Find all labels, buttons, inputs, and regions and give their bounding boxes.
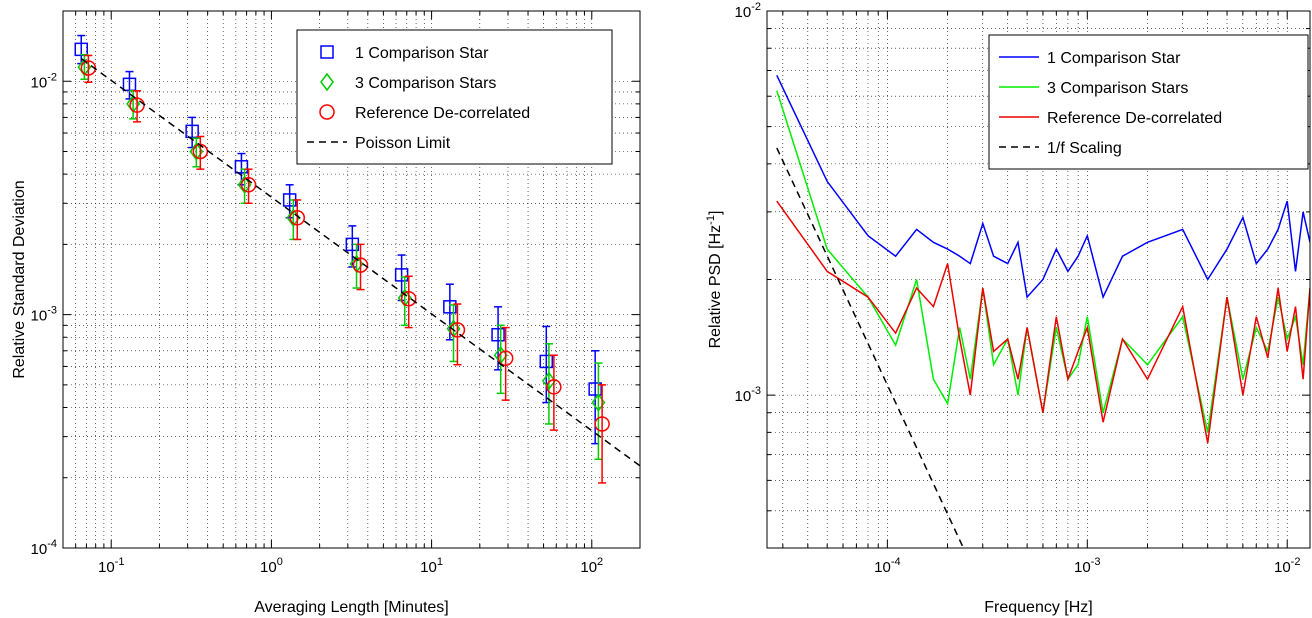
x-tick-base: 10 (580, 559, 597, 576)
y-tick-base: 10 (735, 388, 752, 405)
data-point (352, 257, 369, 273)
data-point (541, 371, 556, 391)
legend-entry: Reference De-correlated (1047, 110, 1222, 127)
y-tick-label: 10-2 (735, 1, 761, 21)
x-tick-base: 10 (98, 559, 115, 576)
x-tick-base: 10 (1074, 559, 1091, 576)
y-tick-exponent: -2 (751, 1, 761, 13)
series-2 (80, 54, 610, 484)
data-point (546, 379, 562, 395)
x-tick-label: 102 (580, 556, 603, 576)
right-chart-ylabel-tail: ] (707, 211, 724, 215)
data-point (491, 327, 505, 342)
y-tick-label: 10-3 (31, 305, 57, 325)
data-point (185, 124, 199, 139)
legend-entry: Poisson Limit (355, 135, 451, 152)
y-tick-exponent: -3 (751, 385, 761, 397)
left-chart-frame (62, 10, 641, 549)
series-3 (776, 147, 965, 548)
right-chart-panel: 10-4 10-3 10-210-310-2 Frequency [Hz] Rela… (705, 1, 1311, 616)
data-point (234, 160, 249, 174)
x-tick-exponent: -1 (115, 556, 125, 568)
x-tick-label: 10-1 (98, 556, 124, 576)
data-point (594, 416, 610, 432)
x-tick-label: 10-4 (874, 556, 900, 576)
right-chart-ylabel: Relative PSD [Hz-1] (705, 211, 724, 349)
data-point (497, 350, 514, 367)
right-chart-ylabel-sup: -1 (705, 215, 717, 225)
y-tick-base: 10 (31, 74, 48, 91)
y-tick-exponent: -3 (47, 305, 57, 317)
data-point (449, 322, 466, 338)
series-2 (776, 200, 1310, 444)
y-tick-label: 10-3 (735, 385, 761, 405)
right-chart-legend: 1 Comparison Star 3 Comparison Stars Refer… (988, 34, 1309, 170)
x-tick-exponent: 2 (597, 556, 603, 568)
data-point (443, 300, 457, 314)
y-tick-base: 10 (31, 308, 48, 325)
x-tick-label: 10-3 (1074, 556, 1100, 576)
x-tick-base: 10 (1274, 559, 1291, 576)
legend-box (296, 29, 613, 165)
y-tick-label: 10-4 (31, 538, 57, 558)
right-chart-series (776, 74, 1310, 548)
data-point (400, 290, 417, 307)
x-tick-label: 100 (260, 556, 283, 576)
legend-box (988, 34, 1309, 170)
x-tick-base: 10 (874, 559, 891, 576)
x-tick-exponent: 0 (277, 556, 283, 568)
series-3 (80, 57, 640, 467)
legend-entry: 3 Comparison Stars (1047, 80, 1188, 97)
x-tick-exponent: -4 (891, 556, 901, 568)
right-chart-ylabel-main: Relative PSD [Hz (707, 225, 724, 349)
legend-entry: 1 Comparison Star (355, 45, 489, 62)
series-0 (776, 74, 1310, 300)
legend-entry: 3 Comparison Stars (355, 75, 496, 92)
data-point (394, 268, 409, 282)
y-tick-base: 10 (735, 4, 752, 21)
x-tick-exponent: 1 (437, 556, 443, 568)
x-tick-label: 10-2 (1274, 556, 1300, 576)
data-point (240, 177, 257, 193)
x-tick-exponent: -2 (1291, 556, 1301, 568)
series-line (80, 57, 640, 467)
right-chart-xlabel: Frequency [Hz] (984, 599, 1092, 616)
x-tick-base: 10 (260, 559, 277, 576)
legend-entry: 1 Comparison Star (1047, 50, 1181, 67)
x-tick-label: 101 (420, 556, 443, 576)
right-chart-ticks: 10-4 10-3 10-210-310-2 (735, 1, 1310, 576)
data-point (539, 354, 554, 369)
left-chart-xlabel: Averaging Length [Minutes] (254, 599, 449, 616)
left-chart-legend: 1 Comparison Star 3 Comparison Stars Refer… (296, 29, 613, 165)
legend-swatch (319, 104, 335, 120)
y-tick-base: 10 (31, 541, 48, 558)
series-line (776, 200, 1310, 444)
series-1 (77, 53, 606, 461)
legend-entry: Reference De-correlated (355, 105, 530, 122)
left-chart-ylabel: Relative Standard Deviation (11, 180, 28, 378)
series-line (776, 147, 965, 548)
legend-entry: 1/f Scaling (1047, 140, 1122, 157)
x-tick-exponent: -3 (1091, 556, 1101, 568)
legend-swatch (320, 72, 334, 92)
data-point (588, 382, 602, 396)
y-tick-exponent: -2 (47, 71, 57, 83)
left-chart-series (74, 34, 640, 484)
series-line (776, 74, 1310, 300)
x-tick-base: 10 (420, 559, 437, 576)
y-tick-exponent: -4 (47, 538, 57, 550)
data-point (289, 210, 306, 226)
y-tick-label: 10-2 (31, 71, 57, 91)
legend-swatch (320, 45, 334, 59)
